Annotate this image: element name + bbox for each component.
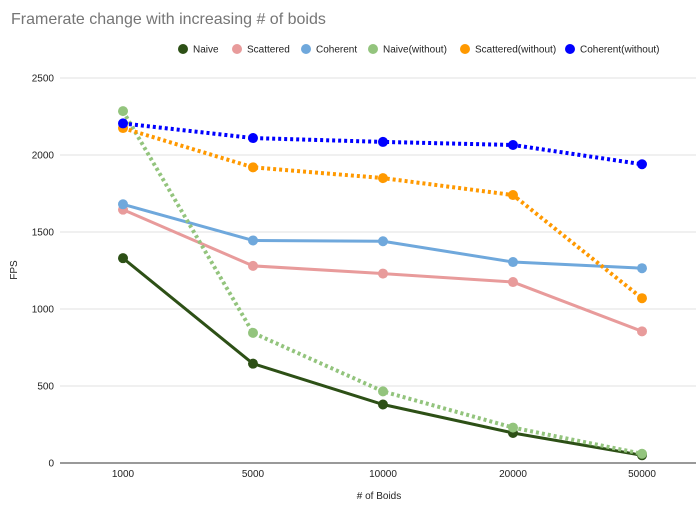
- x-tick-label-20000: 20000: [499, 469, 527, 480]
- point-scattered-without-20000: [508, 190, 518, 201]
- point-coherent-without-50000: [637, 159, 647, 170]
- point-naive-without-10000: [378, 386, 388, 397]
- point-coherent-10000: [378, 236, 388, 247]
- y-tick-label-500: 500: [37, 382, 54, 393]
- point-coherent-20000: [508, 257, 518, 268]
- x-tick-label-10000: 10000: [369, 469, 397, 480]
- y-tick-label-1500: 1500: [32, 228, 55, 239]
- x-tick-label-5000: 5000: [242, 469, 265, 480]
- point-coherent-without-5000: [248, 133, 258, 144]
- x-tick-label-1000: 1000: [112, 469, 135, 480]
- point-coherent-1000: [118, 199, 128, 210]
- point-naive-5000: [248, 358, 258, 369]
- point-scattered-without-10000: [378, 173, 388, 184]
- x-axis-ticks: 1000 5000 10000 20000 50000: [112, 469, 656, 480]
- legend-marker-coherent: [301, 44, 311, 54]
- y-axis-ticks: 0 500 1000 1500 2000 2500: [32, 74, 55, 470]
- point-scattered-5000: [248, 260, 258, 271]
- point-naive-without-50000: [637, 448, 647, 459]
- y-tick-label-1000: 1000: [32, 305, 55, 316]
- chart-title: Framerate change with increasing # of bo…: [11, 11, 326, 28]
- point-coherent-without-10000: [378, 136, 388, 147]
- y-tick-label-2000: 2000: [32, 151, 55, 162]
- legend-label-scattered: Scattered: [247, 45, 290, 56]
- point-scattered-without-5000: [248, 162, 258, 173]
- grid: [60, 77, 696, 464]
- y-axis-label: FPS: [9, 260, 20, 280]
- point-coherent-50000: [637, 263, 647, 274]
- series-points: [118, 106, 647, 461]
- legend-marker-scattered-without: [460, 44, 470, 54]
- series-line-naive-without: [121, 110, 643, 456]
- legend-label-naive: Naive: [193, 45, 219, 56]
- legend-marker-scattered: [232, 44, 242, 54]
- point-naive-without-20000: [508, 422, 518, 433]
- point-naive-10000: [378, 399, 388, 410]
- series-line-naive: [122, 257, 643, 457]
- point-scattered-20000: [508, 277, 518, 288]
- legend-marker-naive-without: [368, 44, 378, 54]
- point-coherent-5000: [248, 235, 258, 246]
- legend-label-scattered-without: Scattered(without): [475, 45, 556, 56]
- point-scattered-without-50000: [637, 293, 647, 304]
- point-naive-without-1000: [118, 106, 128, 117]
- y-tick-label-0: 0: [48, 459, 54, 470]
- legend-label-coherent-without: Coherent(without): [580, 45, 659, 56]
- point-naive-without-5000: [248, 327, 258, 338]
- legend-marker-coherent-without: [565, 44, 575, 54]
- point-scattered-50000: [637, 326, 647, 337]
- legend: Naive Scattered Coherent Naive(without) Scat…: [178, 44, 659, 56]
- legend-label-naive-without: Naive(without): [383, 45, 447, 56]
- x-axis-label: # of Boids: [357, 491, 401, 502]
- point-scattered-10000: [378, 268, 388, 279]
- legend-marker-naive: [178, 44, 188, 54]
- point-coherent-without-20000: [508, 139, 518, 150]
- y-tick-label-2500: 2500: [32, 74, 55, 85]
- x-tick-label-50000: 50000: [628, 469, 656, 480]
- point-coherent-without-1000: [118, 118, 128, 129]
- legend-label-coherent: Coherent: [316, 45, 357, 56]
- point-naive-1000: [118, 253, 128, 264]
